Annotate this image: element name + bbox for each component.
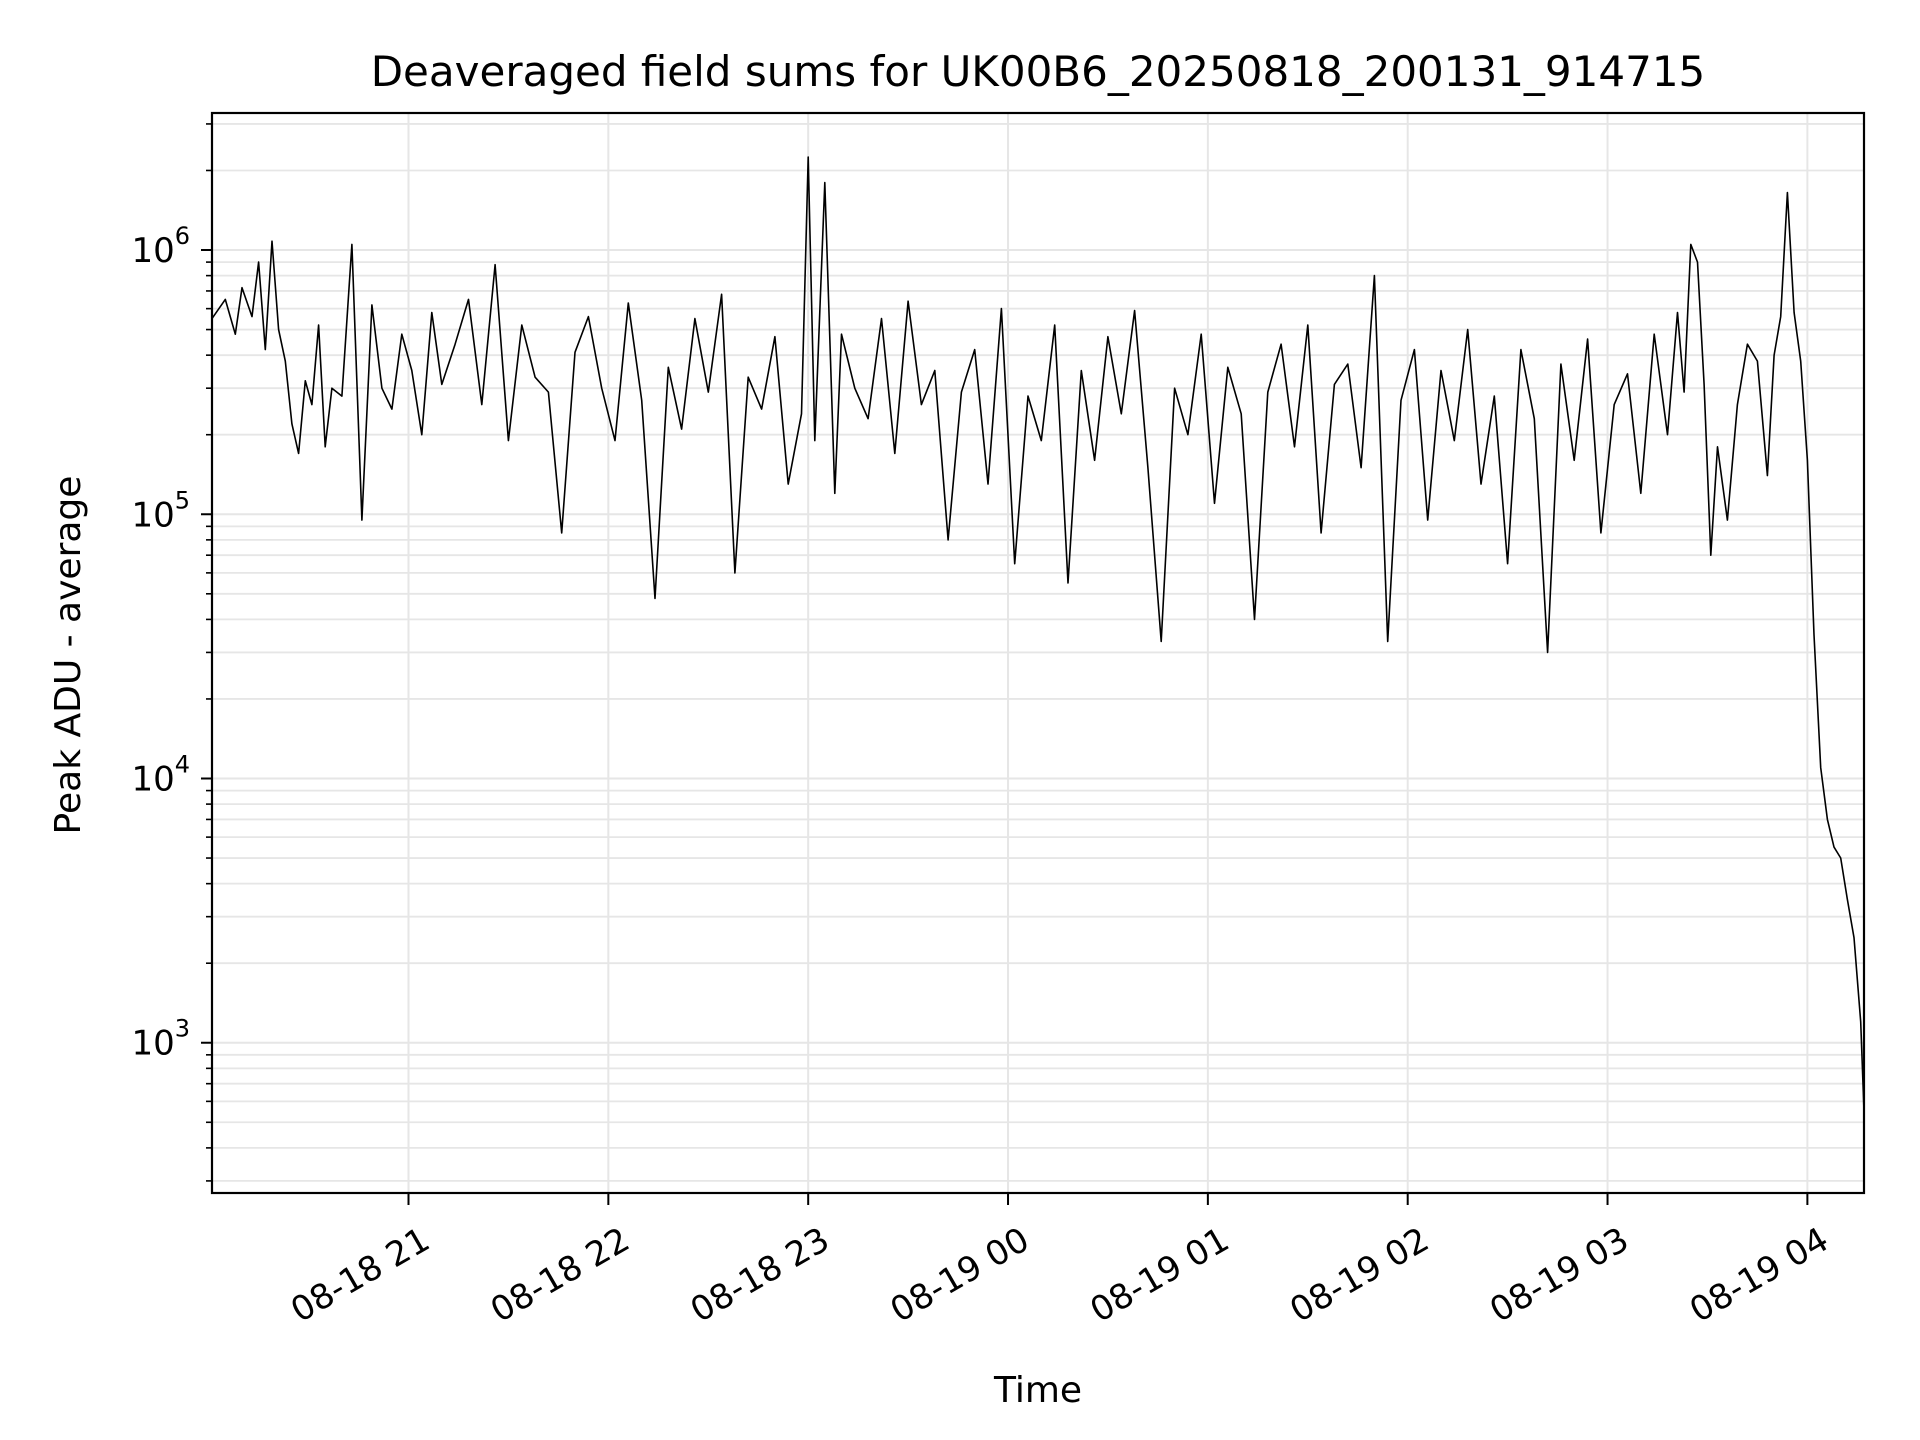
y-tick-label: 105 — [131, 486, 190, 535]
x-axis-label: Time — [993, 1370, 1082, 1411]
y-tick-label: 103 — [131, 1015, 190, 1064]
y-tick-label: 104 — [131, 750, 190, 799]
y-tick-label: 106 — [131, 222, 190, 271]
gridlines — [212, 113, 1864, 1193]
series-line — [211, 156, 1865, 1112]
chart-title: Deaveraged field sums for UK00B6_2025081… — [371, 47, 1706, 96]
y-axis-ticks: 103 104 105 106 — [131, 123, 212, 1182]
y-axis-label: Peak ADU - average — [48, 476, 89, 835]
